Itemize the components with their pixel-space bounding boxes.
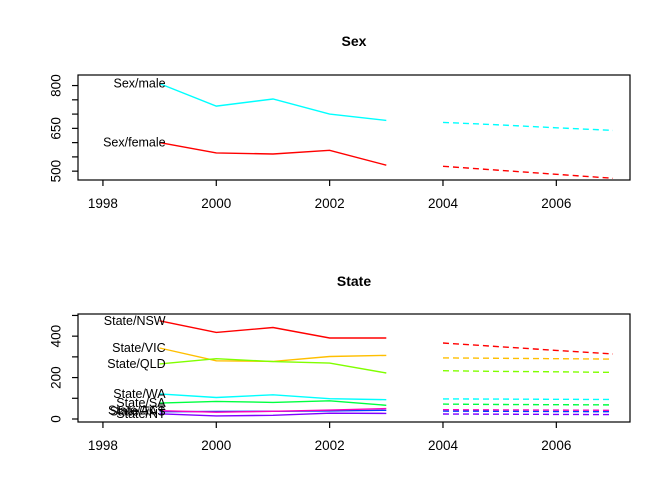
series-line-Sex/male xyxy=(159,82,387,122)
forecast-line-State/SA xyxy=(442,403,614,406)
forecast-line-State/ACT xyxy=(442,409,614,411)
series-line-State/NT xyxy=(159,412,387,417)
state-chart-panel: State 1998 2000 2002 2004 2006 0 200 400 State/NS… xyxy=(0,240,672,480)
series-label-State/ACT: State/ACT xyxy=(108,404,166,418)
series-label-State/SA: State/SA xyxy=(116,396,166,410)
x-axis: 1998 2000 2002 2004 2006 xyxy=(88,180,571,211)
y-axis: 500 650 800 xyxy=(49,74,78,182)
forecast-line-State/VIC xyxy=(442,357,614,360)
x-tick-label: 2006 xyxy=(541,438,571,453)
series-label-State/VIC: State/VIC xyxy=(112,341,166,355)
x-tick-label: 2002 xyxy=(315,438,345,453)
x-tick-label: 2002 xyxy=(315,196,345,211)
x-tick-label: 2000 xyxy=(201,438,231,453)
series-line-State/ACT xyxy=(159,407,387,413)
y-tick-label: 800 xyxy=(49,74,64,97)
y-axis: 0 200 400 xyxy=(49,314,78,423)
chart-title: Sex xyxy=(342,33,367,49)
y-tick-label: 0 xyxy=(49,415,64,423)
plot-box xyxy=(77,74,631,181)
series-label-Sex/male: Sex/male xyxy=(114,77,166,91)
forecast-line-State/WA xyxy=(442,398,614,401)
x-axis: 1998 2000 2002 2004 2006 xyxy=(88,422,571,453)
plot-box xyxy=(77,313,631,423)
series-line-Sex/female xyxy=(159,141,387,166)
sex-chart-panel: Sex 1998 2000 2002 2004 2006 500 650 800 Sex/male… xyxy=(49,33,631,211)
x-tick-label: 1998 xyxy=(88,196,118,211)
forecast-line-Sex/female xyxy=(442,165,614,179)
sex-chart: Sex 1998 2000 2002 2004 2006 500 650 800 Sex/male… xyxy=(49,33,631,211)
x-tick-label: 2006 xyxy=(541,196,571,211)
series-line-State/NSW xyxy=(159,320,387,339)
series-line-State/WA xyxy=(159,393,387,401)
forecast-line-State/TAS xyxy=(442,410,614,413)
series-line-State/QLD xyxy=(159,357,387,374)
x-tick-label: 2000 xyxy=(201,196,231,211)
forecast-line-Sex/male xyxy=(442,121,614,132)
series-label-State/QLD: State/QLD xyxy=(107,357,165,371)
series-line-State/SA xyxy=(159,400,387,406)
x-tick-label: 1998 xyxy=(88,438,118,453)
series-label-Sex/female: Sex/female xyxy=(103,136,166,150)
series-label-State/NT: State/NT xyxy=(116,407,166,421)
forecast-line-State/NSW xyxy=(442,342,614,355)
y-tick-label: 650 xyxy=(49,117,64,140)
series-label-State/WA: State/WA xyxy=(113,387,166,401)
series-label-State/NSW: State/NSW xyxy=(104,314,166,328)
state-chart: State 1998 2000 2002 2004 2006 0 200 400 State/NS… xyxy=(49,273,631,453)
series-label-State/TAS: State/TAS xyxy=(110,405,166,419)
forecast-line-State/QLD xyxy=(442,370,614,374)
y-tick-label: 200 xyxy=(49,366,64,389)
y-tick-label: 400 xyxy=(49,325,64,348)
chart-title: State xyxy=(337,273,371,289)
series-line-State/VIC xyxy=(159,347,387,363)
x-tick-label: 2004 xyxy=(428,196,459,211)
x-tick-label: 2004 xyxy=(428,438,459,453)
forecast-line-State/NT xyxy=(442,413,614,416)
y-tick-label: 500 xyxy=(49,160,64,183)
